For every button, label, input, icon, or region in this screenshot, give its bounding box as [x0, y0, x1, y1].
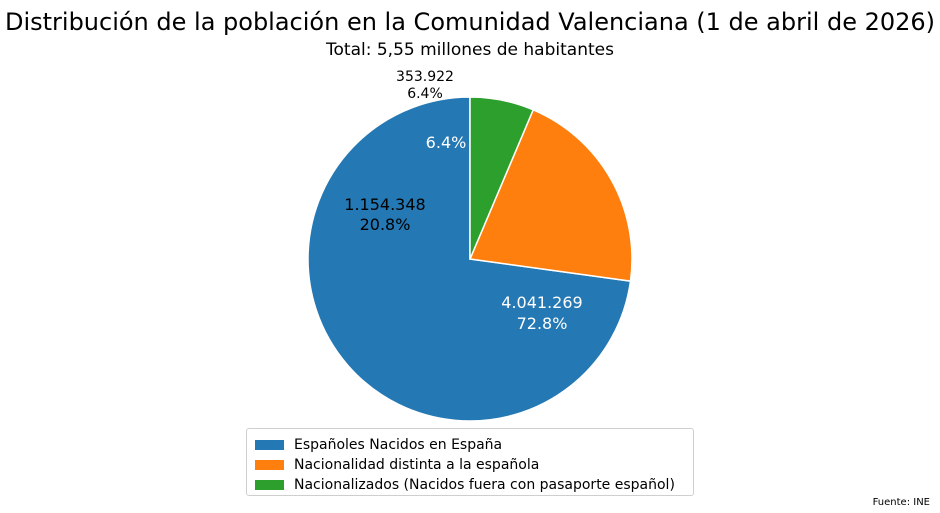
- legend: Españoles Nacidos en España Nacionalidad…: [246, 428, 694, 496]
- legend-swatch-nacionalidad: [255, 460, 284, 470]
- legend-swatch-espanoles: [255, 440, 284, 450]
- slice-percent-label-nacionalizados-inner: 6.4%: [426, 133, 467, 152]
- slice-value-label-nacionalizados-outer: 353.922: [396, 69, 454, 85]
- slice-value-label-nacionalidad: 1.154.348: [344, 195, 425, 214]
- legend-item-nacionalidad: Nacionalidad distinta a la española: [255, 455, 539, 475]
- pie-slice-nacionalizados: [469, 96, 535, 260]
- slice-percent-label-nacionalidad: 20.8%: [360, 215, 411, 234]
- legend-label-nacionalizados: Nacionalizados (Nacidos fuera con pasapo…: [294, 477, 675, 493]
- legend-label-espanoles: Españoles Nacidos en España: [294, 437, 503, 453]
- chart-title: Distribución de la población en la Comun…: [4, 8, 936, 36]
- legend-item-espanoles: Españoles Nacidos en España: [255, 435, 502, 455]
- slice-percent-label-nacionalizados-outer: 6.4%: [407, 86, 443, 102]
- legend-swatch-nacionalizados: [255, 480, 284, 490]
- legend-item-nacionalizados: Nacionalizados (Nacidos fuera con pasapo…: [255, 475, 675, 495]
- legend-label-nacionalidad: Nacionalidad distinta a la española: [294, 457, 540, 473]
- slice-percent-label-espanoles: 72.8%: [517, 314, 568, 333]
- chart-subtitle: Total: 5,55 millones de habitantes: [326, 40, 614, 60]
- pie-slice-nacionalidad-distinta: [468, 108, 633, 282]
- slice-value-label-espanoles: 4.041.269: [501, 293, 582, 312]
- source-note: Fuente: INE: [872, 497, 930, 508]
